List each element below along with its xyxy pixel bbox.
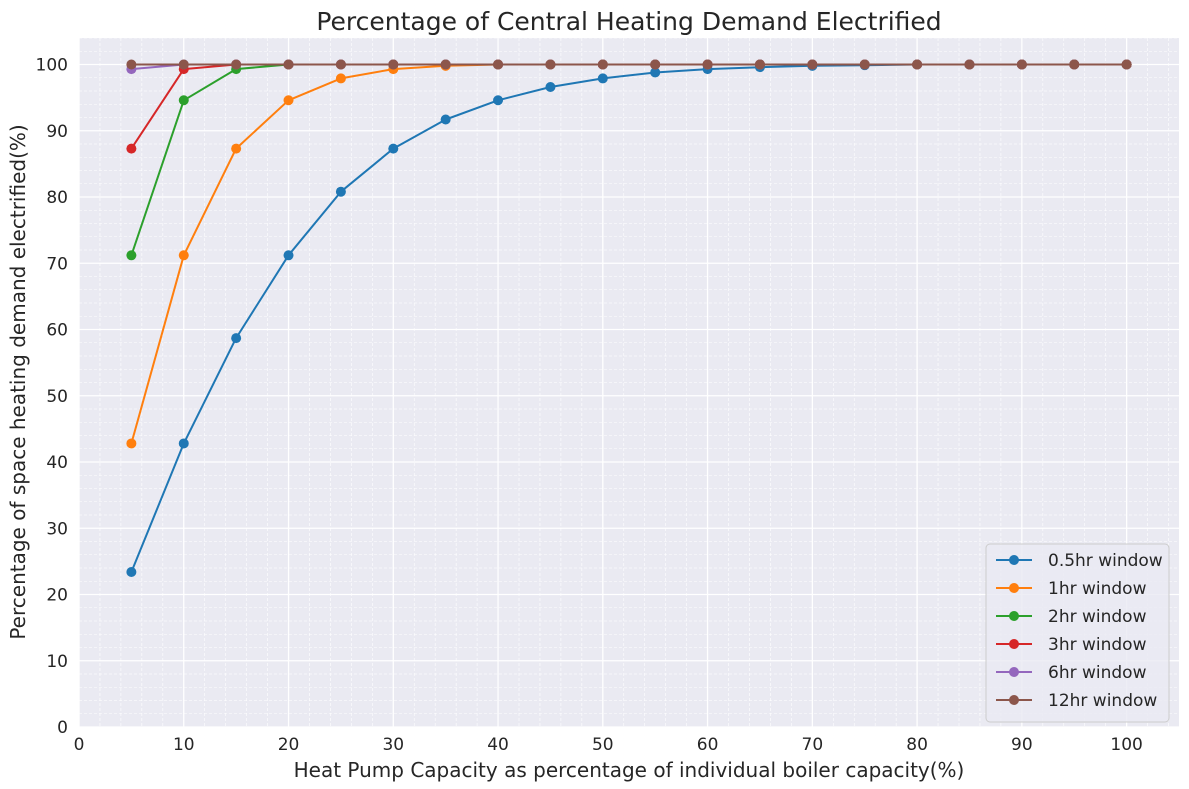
y-tick-label: 20: [46, 586, 68, 606]
y-tick-labels: 0 10 20 30 40 50 60 70 80 90 100: [36, 56, 68, 739]
data-point: [1121, 59, 1132, 70]
data-point: [597, 73, 608, 84]
data-point: [545, 59, 556, 70]
data-point: [1069, 59, 1080, 70]
data-point: [440, 114, 451, 125]
legend-marker: [1009, 611, 1019, 621]
y-tick-label: 60: [46, 321, 68, 341]
y-tick-label: 70: [46, 254, 68, 274]
y-tick-label: 30: [46, 519, 68, 539]
data-point: [754, 59, 765, 70]
data-point: [178, 438, 189, 449]
data-point: [597, 59, 608, 70]
x-tick-label: 90: [1011, 735, 1033, 755]
data-point: [807, 59, 818, 70]
data-point: [126, 250, 137, 261]
y-tick-label: 0: [57, 718, 68, 738]
data-point: [493, 95, 504, 106]
legend-label: 2hr window: [1048, 607, 1147, 627]
y-tick-label: 40: [46, 453, 68, 473]
x-tick-label: 0: [74, 735, 85, 755]
legend-marker: [1009, 639, 1019, 649]
y-tick-label: 80: [46, 188, 68, 208]
legend-item: 3hr window: [996, 635, 1147, 655]
data-point: [335, 73, 346, 84]
legend-label: 1hr window: [1048, 579, 1147, 599]
data-point: [440, 59, 451, 70]
data-point: [650, 67, 661, 78]
data-point: [126, 143, 137, 154]
x-tick-label: 80: [906, 735, 928, 755]
y-tick-label: 90: [46, 122, 68, 142]
legend-marker: [1009, 667, 1019, 677]
data-point: [493, 59, 504, 70]
legend-item: 1hr window: [996, 579, 1147, 599]
x-tick-label: 60: [697, 735, 719, 755]
x-tick-label: 50: [592, 735, 614, 755]
legend-item: 2hr window: [996, 607, 1147, 627]
data-point: [545, 82, 556, 93]
data-point: [335, 186, 346, 197]
chart-title: Percentage of Central Heating Demand Ele…: [316, 7, 941, 36]
legend-item: 12hr window: [996, 691, 1157, 711]
x-tick-label: 40: [487, 735, 509, 755]
x-tick-label: 10: [173, 735, 195, 755]
y-tick-label: 50: [46, 387, 68, 407]
data-point: [964, 59, 975, 70]
data-point: [178, 95, 189, 106]
data-point: [859, 59, 870, 70]
data-point: [335, 59, 346, 70]
data-point: [650, 59, 661, 70]
legend: 0.5hr window 1hr window 2hr window 3hr wind…: [985, 543, 1170, 723]
legend-label: 12hr window: [1048, 691, 1157, 711]
x-tick-labels: 0 10 20 30 40 50 60 70 80 90 100: [74, 735, 1143, 755]
y-tick-label: 100: [36, 56, 68, 76]
data-point: [388, 59, 399, 70]
data-point: [388, 143, 399, 154]
legend-marker: [1009, 555, 1019, 565]
data-point: [1016, 59, 1027, 70]
legend-marker: [1009, 583, 1019, 593]
legend-label: 0.5hr window: [1048, 551, 1163, 571]
x-tick-label: 20: [278, 735, 300, 755]
data-point: [231, 59, 242, 70]
data-point: [126, 59, 137, 70]
data-point: [231, 333, 242, 344]
legend-item: 6hr window: [996, 663, 1147, 683]
x-tick-label: 30: [382, 735, 404, 755]
series-5: [126, 59, 1132, 70]
data-point: [126, 438, 137, 449]
x-tick-label: 100: [1110, 735, 1142, 755]
legend-item: 0.5hr window: [996, 551, 1163, 571]
data-point: [126, 566, 137, 577]
legend-label: 3hr window: [1048, 635, 1147, 655]
y-axis-label: Percentage of space heating demand elect…: [6, 124, 30, 639]
y-tick-label: 10: [46, 652, 68, 672]
data-point: [231, 143, 242, 154]
data-point: [702, 59, 713, 70]
legend-label: 6hr window: [1048, 663, 1147, 683]
data-point: [283, 250, 294, 261]
x-axis-label: Heat Pump Capacity as percentage of indi…: [294, 758, 965, 782]
x-tick-label: 70: [802, 735, 824, 755]
legend-marker: [1009, 695, 1019, 705]
data-point: [178, 59, 189, 70]
data-point: [178, 250, 189, 261]
series-layer: [126, 59, 1132, 577]
data-point: [283, 95, 294, 106]
data-point: [912, 59, 923, 70]
data-point: [283, 59, 294, 70]
